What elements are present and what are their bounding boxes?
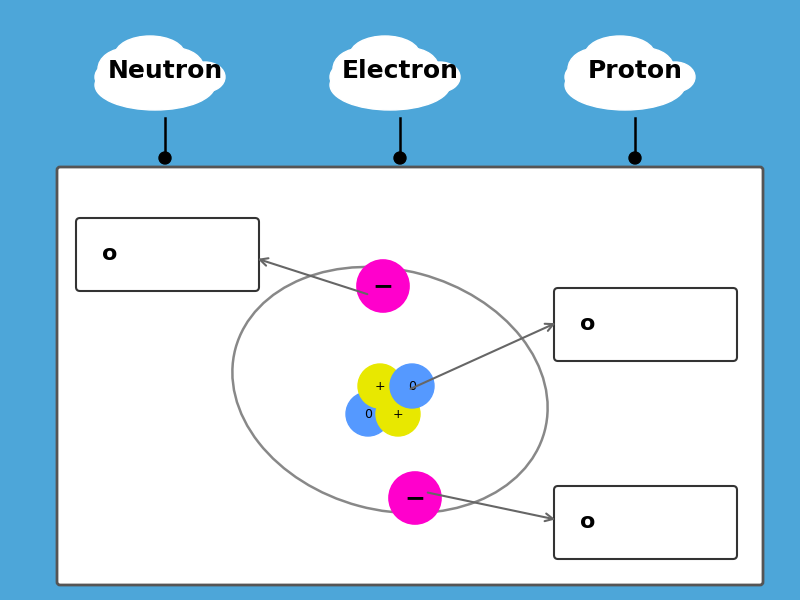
- Text: 0: 0: [408, 379, 416, 392]
- Text: −: −: [373, 274, 394, 298]
- Ellipse shape: [185, 62, 225, 92]
- Ellipse shape: [350, 36, 420, 74]
- Ellipse shape: [115, 36, 185, 74]
- Ellipse shape: [146, 48, 204, 90]
- Text: o: o: [580, 314, 595, 335]
- Ellipse shape: [420, 62, 460, 92]
- FancyBboxPatch shape: [76, 218, 259, 291]
- Circle shape: [357, 260, 409, 312]
- FancyBboxPatch shape: [57, 167, 763, 585]
- Circle shape: [346, 392, 390, 436]
- Circle shape: [629, 152, 641, 164]
- Ellipse shape: [98, 48, 156, 90]
- Ellipse shape: [95, 60, 215, 110]
- Circle shape: [389, 472, 441, 524]
- Text: Neutron: Neutron: [107, 59, 222, 83]
- FancyBboxPatch shape: [554, 288, 737, 361]
- Ellipse shape: [333, 48, 391, 90]
- Ellipse shape: [330, 62, 370, 92]
- Ellipse shape: [330, 60, 450, 110]
- Circle shape: [358, 364, 402, 408]
- Ellipse shape: [616, 48, 674, 90]
- Text: o: o: [102, 245, 118, 265]
- Ellipse shape: [655, 62, 695, 92]
- Text: −: −: [405, 486, 426, 510]
- Circle shape: [376, 392, 420, 436]
- Ellipse shape: [568, 48, 626, 90]
- Ellipse shape: [565, 62, 605, 92]
- Ellipse shape: [381, 48, 439, 90]
- Circle shape: [390, 364, 434, 408]
- Ellipse shape: [565, 60, 685, 110]
- Circle shape: [394, 152, 406, 164]
- Text: 0: 0: [364, 407, 372, 421]
- Ellipse shape: [585, 36, 655, 74]
- FancyBboxPatch shape: [554, 486, 737, 559]
- Text: +: +: [393, 407, 403, 421]
- Text: o: o: [580, 512, 595, 533]
- Text: Proton: Proton: [587, 59, 682, 83]
- Text: Electron: Electron: [342, 59, 458, 83]
- Circle shape: [159, 152, 171, 164]
- Ellipse shape: [95, 62, 135, 92]
- Text: +: +: [374, 379, 386, 392]
